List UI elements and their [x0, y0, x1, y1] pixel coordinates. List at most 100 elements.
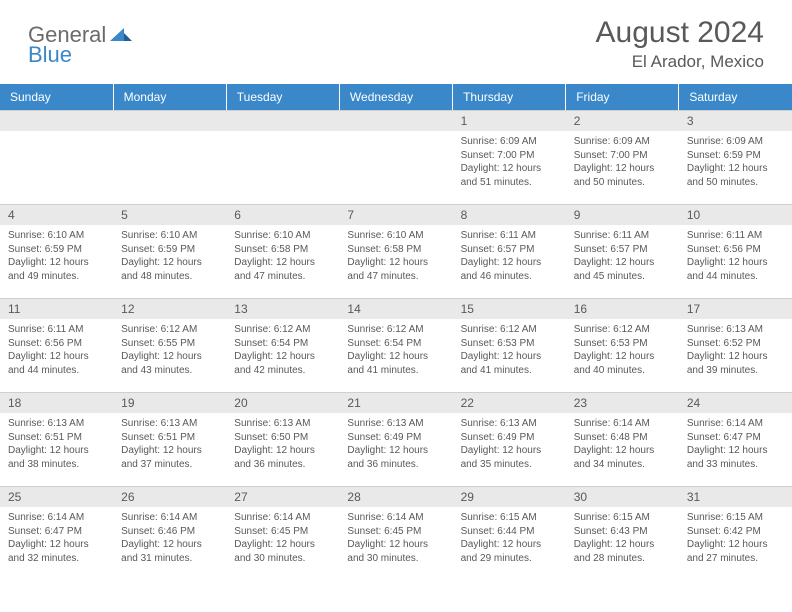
day-number: 10 [679, 204, 792, 225]
calendar-row: 1Sunrise: 6:09 AMSunset: 7:00 PMDaylight… [0, 110, 792, 204]
day-info: Sunrise: 6:09 AMSunset: 7:00 PMDaylight:… [566, 131, 679, 191]
calendar-cell: 5Sunrise: 6:10 AMSunset: 6:59 PMDaylight… [113, 204, 226, 298]
day-info: Sunrise: 6:12 AMSunset: 6:54 PMDaylight:… [226, 319, 339, 379]
day-number: 9 [566, 204, 679, 225]
day-number: 26 [113, 486, 226, 507]
day-info: Sunrise: 6:13 AMSunset: 6:49 PMDaylight:… [339, 413, 452, 473]
weekday-header: Monday [113, 84, 226, 110]
calendar-cell-empty [113, 110, 226, 204]
calendar-cell: 11Sunrise: 6:11 AMSunset: 6:56 PMDayligh… [0, 298, 113, 392]
day-info: Sunrise: 6:12 AMSunset: 6:53 PMDaylight:… [453, 319, 566, 379]
day-number: 4 [0, 204, 113, 225]
day-info: Sunrise: 6:14 AMSunset: 6:46 PMDaylight:… [113, 507, 226, 567]
day-number: 3 [679, 110, 792, 131]
calendar-row: 11Sunrise: 6:11 AMSunset: 6:56 PMDayligh… [0, 298, 792, 392]
day-number: 15 [453, 298, 566, 319]
day-number: 16 [566, 298, 679, 319]
calendar-cell: 19Sunrise: 6:13 AMSunset: 6:51 PMDayligh… [113, 392, 226, 486]
calendar-cell: 6Sunrise: 6:10 AMSunset: 6:58 PMDaylight… [226, 204, 339, 298]
day-info: Sunrise: 6:10 AMSunset: 6:58 PMDaylight:… [226, 225, 339, 285]
day-info: Sunrise: 6:10 AMSunset: 6:58 PMDaylight:… [339, 225, 452, 285]
day-number: 5 [113, 204, 226, 225]
calendar-body: 1Sunrise: 6:09 AMSunset: 7:00 PMDaylight… [0, 110, 792, 580]
day-number: 1 [453, 110, 566, 131]
calendar-cell: 13Sunrise: 6:12 AMSunset: 6:54 PMDayligh… [226, 298, 339, 392]
day-number: 19 [113, 392, 226, 413]
day-number: 28 [339, 486, 452, 507]
day-number: 22 [453, 392, 566, 413]
day-info: Sunrise: 6:14 AMSunset: 6:47 PMDaylight:… [0, 507, 113, 567]
brand-part2: Blue [28, 42, 72, 67]
day-info: Sunrise: 6:13 AMSunset: 6:51 PMDaylight:… [0, 413, 113, 473]
calendar-cell: 9Sunrise: 6:11 AMSunset: 6:57 PMDaylight… [566, 204, 679, 298]
day-number: 7 [339, 204, 452, 225]
calendar-cell: 18Sunrise: 6:13 AMSunset: 6:51 PMDayligh… [0, 392, 113, 486]
day-info: Sunrise: 6:13 AMSunset: 6:52 PMDaylight:… [679, 319, 792, 379]
day-info: Sunrise: 6:11 AMSunset: 6:56 PMDaylight:… [0, 319, 113, 379]
day-number: 13 [226, 298, 339, 319]
day-info: Sunrise: 6:12 AMSunset: 6:55 PMDaylight:… [113, 319, 226, 379]
calendar-cell: 3Sunrise: 6:09 AMSunset: 6:59 PMDaylight… [679, 110, 792, 204]
day-info: Sunrise: 6:12 AMSunset: 6:54 PMDaylight:… [339, 319, 452, 379]
calendar-cell: 17Sunrise: 6:13 AMSunset: 6:52 PMDayligh… [679, 298, 792, 392]
day-info: Sunrise: 6:15 AMSunset: 6:43 PMDaylight:… [566, 507, 679, 567]
day-info: Sunrise: 6:10 AMSunset: 6:59 PMDaylight:… [0, 225, 113, 285]
calendar-row: 25Sunrise: 6:14 AMSunset: 6:47 PMDayligh… [0, 486, 792, 580]
calendar-cell: 20Sunrise: 6:13 AMSunset: 6:50 PMDayligh… [226, 392, 339, 486]
brand-part2-wrap: Blue [28, 42, 72, 68]
calendar-cell: 28Sunrise: 6:14 AMSunset: 6:45 PMDayligh… [339, 486, 452, 580]
day-number: 31 [679, 486, 792, 507]
calendar-cell: 2Sunrise: 6:09 AMSunset: 7:00 PMDaylight… [566, 110, 679, 204]
weekday-header: Sunday [0, 84, 113, 110]
day-number: 2 [566, 110, 679, 131]
page-header: General August 2024 El Arador, Mexico [0, 0, 792, 78]
day-info: Sunrise: 6:11 AMSunset: 6:57 PMDaylight:… [453, 225, 566, 285]
day-info: Sunrise: 6:14 AMSunset: 6:48 PMDaylight:… [566, 413, 679, 473]
calendar-cell: 12Sunrise: 6:12 AMSunset: 6:55 PMDayligh… [113, 298, 226, 392]
day-number: 20 [226, 392, 339, 413]
location-text: El Arador, Mexico [596, 52, 764, 72]
calendar-table: SundayMondayTuesdayWednesdayThursdayFrid… [0, 84, 792, 580]
calendar-cell: 8Sunrise: 6:11 AMSunset: 6:57 PMDaylight… [453, 204, 566, 298]
calendar-cell: 21Sunrise: 6:13 AMSunset: 6:49 PMDayligh… [339, 392, 452, 486]
day-info: Sunrise: 6:13 AMSunset: 6:51 PMDaylight:… [113, 413, 226, 473]
calendar-cell: 30Sunrise: 6:15 AMSunset: 6:43 PMDayligh… [566, 486, 679, 580]
day-info: Sunrise: 6:11 AMSunset: 6:56 PMDaylight:… [679, 225, 792, 285]
day-info: Sunrise: 6:11 AMSunset: 6:57 PMDaylight:… [566, 225, 679, 285]
day-number: 27 [226, 486, 339, 507]
day-info: Sunrise: 6:09 AMSunset: 7:00 PMDaylight:… [453, 131, 566, 191]
calendar-cell: 23Sunrise: 6:14 AMSunset: 6:48 PMDayligh… [566, 392, 679, 486]
day-info: Sunrise: 6:14 AMSunset: 6:47 PMDaylight:… [679, 413, 792, 473]
calendar-cell: 31Sunrise: 6:15 AMSunset: 6:42 PMDayligh… [679, 486, 792, 580]
day-info: Sunrise: 6:13 AMSunset: 6:49 PMDaylight:… [453, 413, 566, 473]
day-info: Sunrise: 6:14 AMSunset: 6:45 PMDaylight:… [339, 507, 452, 567]
day-number: 17 [679, 298, 792, 319]
calendar-cell: 1Sunrise: 6:09 AMSunset: 7:00 PMDaylight… [453, 110, 566, 204]
calendar-cell: 4Sunrise: 6:10 AMSunset: 6:59 PMDaylight… [0, 204, 113, 298]
calendar-cell: 24Sunrise: 6:14 AMSunset: 6:47 PMDayligh… [679, 392, 792, 486]
calendar-row: 4Sunrise: 6:10 AMSunset: 6:59 PMDaylight… [0, 204, 792, 298]
calendar-cell: 16Sunrise: 6:12 AMSunset: 6:53 PMDayligh… [566, 298, 679, 392]
weekday-header: Thursday [453, 84, 566, 110]
calendar-cell-empty [226, 110, 339, 204]
calendar-cell: 10Sunrise: 6:11 AMSunset: 6:56 PMDayligh… [679, 204, 792, 298]
brand-triangle-icon [110, 25, 132, 46]
calendar-cell-empty [339, 110, 452, 204]
day-info: Sunrise: 6:14 AMSunset: 6:45 PMDaylight:… [226, 507, 339, 567]
day-info: Sunrise: 6:15 AMSunset: 6:42 PMDaylight:… [679, 507, 792, 567]
calendar-cell: 27Sunrise: 6:14 AMSunset: 6:45 PMDayligh… [226, 486, 339, 580]
calendar-cell: 26Sunrise: 6:14 AMSunset: 6:46 PMDayligh… [113, 486, 226, 580]
day-number: 12 [113, 298, 226, 319]
weekday-header-row: SundayMondayTuesdayWednesdayThursdayFrid… [0, 84, 792, 110]
day-info: Sunrise: 6:09 AMSunset: 6:59 PMDaylight:… [679, 131, 792, 191]
day-number: 8 [453, 204, 566, 225]
day-info: Sunrise: 6:10 AMSunset: 6:59 PMDaylight:… [113, 225, 226, 285]
day-number: 24 [679, 392, 792, 413]
weekday-header: Saturday [679, 84, 792, 110]
day-number: 14 [339, 298, 452, 319]
day-info: Sunrise: 6:12 AMSunset: 6:53 PMDaylight:… [566, 319, 679, 379]
day-info: Sunrise: 6:13 AMSunset: 6:50 PMDaylight:… [226, 413, 339, 473]
calendar-cell: 7Sunrise: 6:10 AMSunset: 6:58 PMDaylight… [339, 204, 452, 298]
day-number: 11 [0, 298, 113, 319]
day-number: 29 [453, 486, 566, 507]
